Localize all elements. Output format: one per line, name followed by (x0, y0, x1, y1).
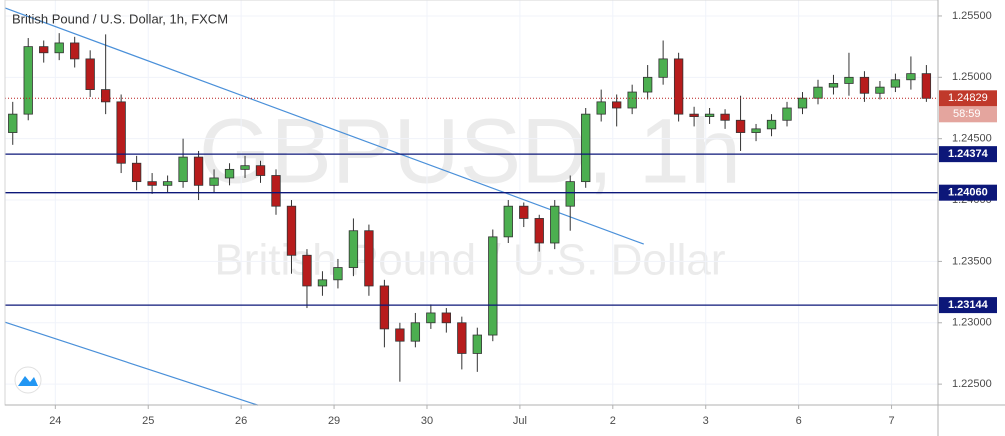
y-tick-label: 1.25500 (952, 10, 992, 22)
candle-body (379, 285, 390, 330)
candle-body (240, 165, 250, 170)
axes: 1.255001.250001.245001.240001.235001.230… (49, 10, 997, 427)
candle-body (735, 119, 746, 133)
candle-body (689, 113, 699, 117)
x-tick-label: 3 (703, 415, 709, 427)
x-tick-label: 7 (888, 415, 894, 427)
candle-body (550, 205, 560, 244)
candle-body (534, 218, 544, 244)
candle-body (859, 76, 870, 94)
candle-body (317, 279, 328, 287)
x-tick-label: 24 (49, 415, 61, 427)
candle-body (642, 76, 653, 93)
candle-body (8, 113, 18, 133)
candle-body (519, 205, 529, 219)
candle-body (271, 175, 281, 207)
watermark-symbol: GBPUSD, 1h (199, 100, 741, 202)
candle-body (813, 86, 823, 99)
candle-body (162, 181, 173, 186)
candle-body (54, 42, 64, 54)
watermark: GBPUSD, 1h British Pound / U.S. Dollar (199, 100, 741, 284)
candle-body (39, 46, 49, 54)
candle-body (658, 58, 668, 78)
candle-body (751, 128, 761, 133)
candle-body (23, 46, 33, 115)
x-tick-label: 30 (421, 415, 433, 427)
last-price-box (939, 90, 997, 107)
candle-body (457, 322, 467, 354)
candle-body (596, 101, 606, 115)
candle-body (488, 236, 498, 336)
candle-body (209, 177, 219, 186)
candle-body (875, 86, 885, 94)
candle-body (333, 267, 343, 281)
candle-body (906, 73, 916, 81)
candle-body (255, 165, 266, 176)
trend-line (4, 7, 644, 245)
candle-body (441, 312, 451, 324)
countdown-label: 58:59 (953, 108, 981, 120)
candle-body (85, 58, 95, 90)
candle-body (503, 205, 513, 238)
chart-title: British Pound / U.S. Dollar, 1h, FXCM (12, 11, 228, 26)
plot (4, 7, 938, 406)
candle-body (131, 162, 142, 183)
last-price-label: 1.24829 (948, 92, 988, 104)
candle-body (581, 113, 591, 183)
candle-body (286, 205, 297, 256)
candle-body (193, 156, 204, 186)
x-tick-label: 26 (235, 415, 247, 427)
level-label-box (939, 184, 997, 201)
grid (5, 0, 938, 405)
candle-body (426, 312, 436, 324)
y-tick-label: 1.23000 (952, 317, 992, 329)
candle-body (178, 156, 188, 183)
y-tick-label: 1.23500 (952, 255, 992, 267)
candle-body (70, 42, 80, 60)
candle-body (627, 91, 637, 109)
level-label: 1.24374 (948, 148, 989, 160)
candle-body (720, 113, 730, 121)
candle-body (302, 254, 312, 287)
candle-body (116, 101, 126, 164)
y-tick-label: 1.25000 (952, 71, 992, 83)
candle-body (921, 73, 932, 99)
x-tick-label: 25 (142, 415, 154, 427)
x-tick-label: 6 (796, 415, 802, 427)
candle-body (673, 58, 684, 115)
level-label-box (939, 297, 997, 314)
x-tick-label: 2 (610, 415, 616, 427)
candle-body (410, 322, 421, 342)
watermark-description: British Pound / U.S. Dollar (214, 236, 725, 285)
candle-body (147, 181, 157, 186)
candle-body (472, 334, 482, 354)
x-tick-label: Jul (513, 415, 527, 427)
candle-body (797, 97, 808, 109)
candle-body (782, 107, 792, 121)
candle-body (348, 230, 359, 268)
candle-body (704, 113, 715, 117)
level-label-box (939, 146, 997, 163)
candle-body (224, 168, 235, 179)
candle-body (612, 101, 622, 109)
trend-line (4, 321, 258, 406)
candle-body (828, 83, 839, 88)
x-tick-label: 29 (328, 415, 340, 427)
y-tick-label: 1.24500 (952, 133, 992, 145)
level-label: 1.24060 (948, 187, 988, 199)
level-label: 1.23144 (948, 299, 989, 311)
candle-body (890, 79, 901, 88)
candle-body (395, 328, 405, 342)
candle-body (565, 181, 575, 207)
countdown-box (939, 106, 997, 123)
candle-body (844, 76, 854, 84)
candle-body (364, 230, 374, 287)
y-tick-label: 1.22500 (952, 378, 992, 390)
logo (14, 366, 42, 394)
candle-body (100, 89, 111, 103)
candle-body (766, 119, 777, 130)
